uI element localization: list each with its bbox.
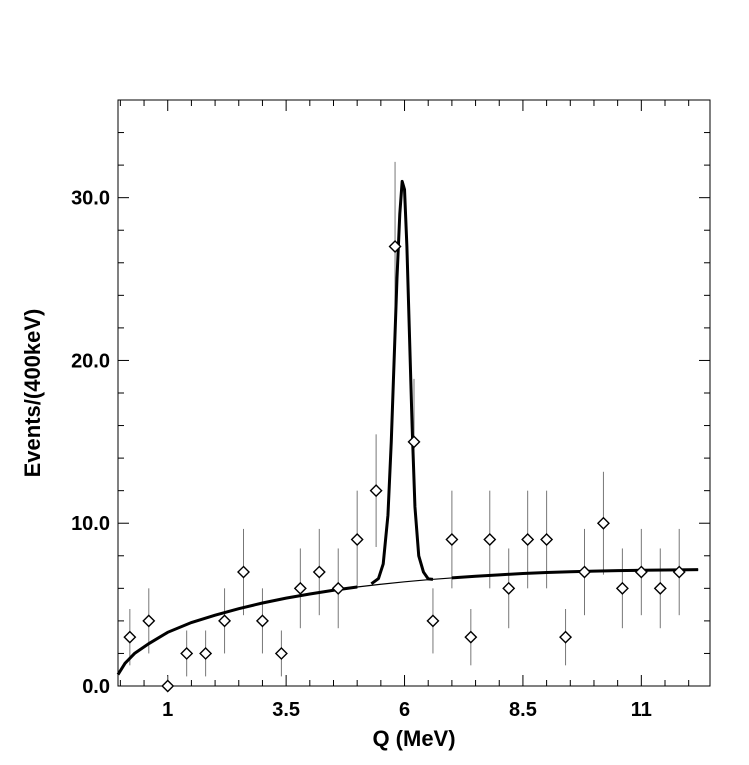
data-point <box>312 565 326 579</box>
data-point <box>331 581 345 595</box>
data-point <box>426 614 440 628</box>
data-point <box>596 516 610 530</box>
error-bars <box>129 161 680 686</box>
data-point <box>274 646 288 660</box>
data-point <box>615 581 629 595</box>
y-axis-title: Events/(400keV) <box>20 309 45 478</box>
fit-lines <box>116 179 699 676</box>
data-point <box>578 565 591 579</box>
data-point <box>521 533 535 546</box>
data-markers <box>123 240 686 693</box>
data-point <box>634 565 648 579</box>
data-point <box>293 581 307 595</box>
data-point <box>142 614 156 628</box>
x-tick-label: 1 <box>162 699 173 721</box>
x-tick-label: 8.5 <box>509 699 537 721</box>
data-point <box>559 630 573 644</box>
y-tick-label: 0.0 <box>82 676 110 698</box>
x-tick-label: 3.5 <box>272 699 300 721</box>
y-tick-label: 10.0 <box>71 513 110 535</box>
data-point <box>161 679 175 693</box>
data-point <box>464 630 478 644</box>
x-axis-title: Q (MeV) <box>372 726 455 751</box>
data-point <box>237 565 250 579</box>
data-point <box>199 646 213 660</box>
x-tick-label: 11 <box>631 699 652 721</box>
fit-line-right <box>451 568 699 580</box>
data-point <box>445 533 459 546</box>
data-point <box>540 533 554 546</box>
x-tick-label: 6 <box>399 699 410 721</box>
data-point <box>180 646 194 660</box>
data-point <box>255 614 269 628</box>
data-point <box>369 484 383 498</box>
data-point <box>388 240 402 253</box>
fit-line-left <box>116 585 358 676</box>
data-point <box>407 435 421 449</box>
data-point <box>672 565 686 579</box>
y-tick-label: 20.0 <box>71 350 110 372</box>
tick-labels: 0.0 10.0 20.0 30.0 1 3.5 6 8.5 11 <box>71 188 652 721</box>
data-point <box>502 581 516 595</box>
data-point <box>653 581 667 595</box>
y-tick-label: 30.0 <box>71 188 110 210</box>
data-point <box>350 533 364 546</box>
axis-ticks <box>118 99 710 687</box>
data-point <box>218 614 232 628</box>
data-point <box>123 630 137 644</box>
signal-peak-line <box>370 179 434 585</box>
data-point <box>483 533 497 546</box>
